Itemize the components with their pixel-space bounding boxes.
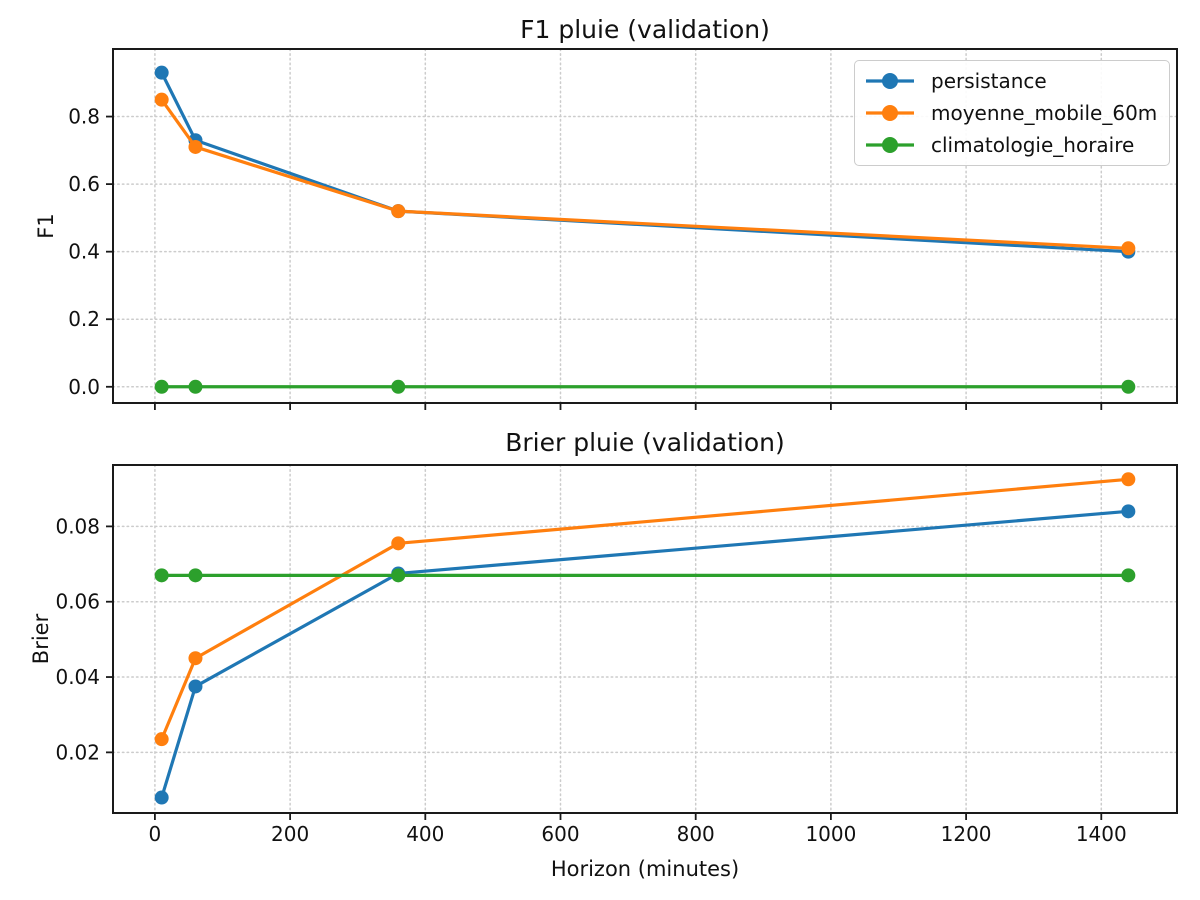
legend: persistance moyenne_mobile_60m climatologi…	[854, 60, 1170, 166]
point-moyenne_mobile_60m-h360	[391, 204, 406, 219]
point-persistance-h60	[188, 679, 203, 694]
y-tick-label: 0.2	[68, 307, 100, 331]
legend-line-marker-icon	[866, 137, 914, 153]
legend-item-climatologie_horaire: climatologie_horaire	[865, 129, 1169, 161]
axes-frame	[112, 48, 1178, 404]
chart1-title: F1 pluie (validation)	[520, 15, 770, 44]
x-tick-label: 600	[541, 822, 579, 846]
point-moyenne_mobile_60m-h1440	[1121, 241, 1136, 256]
series-persistance-line	[160, 509, 1130, 800]
point-moyenne_mobile_60m-h360	[391, 536, 406, 551]
x-tick-label: 1200	[941, 822, 992, 846]
point-climatologie_horaire-h1440	[1121, 568, 1136, 583]
point-persistance-h10	[154, 65, 169, 80]
legend-line-marker-icon	[866, 105, 914, 121]
point-climatologie_horaire-h1440	[1121, 379, 1136, 394]
chart2-y-axis-label: Brier	[29, 613, 53, 665]
y-tick-label: 0.0	[68, 375, 100, 399]
point-climatologie_horaire-h360	[391, 568, 406, 583]
legend-label: moyenne_mobile_60m	[931, 101, 1158, 125]
y-tick-label: 0.08	[55, 514, 100, 538]
legend-item-moyenne_mobile_60m: moyenne_mobile_60m	[865, 97, 1169, 129]
series-moyenne_mobile_60m-line	[160, 477, 1130, 741]
y-tick-label: 0.06	[55, 590, 100, 614]
y-tick-label: 0.04	[55, 665, 100, 689]
x-tick-label: 800	[677, 822, 715, 846]
y-tick-label: 0.02	[55, 740, 100, 764]
x-tick-label: 400	[406, 822, 444, 846]
x-tick-label: 1000	[805, 822, 856, 846]
legend-item-persistance: persistance	[865, 65, 1169, 97]
legend-line-marker-icon	[866, 73, 914, 89]
point-persistance-h1440	[1121, 504, 1136, 519]
axes-frame	[112, 464, 1178, 814]
series-moyenne_mobile_60m-line	[160, 98, 1130, 250]
y-tick-label: 0.6	[68, 172, 100, 196]
point-moyenne_mobile_60m-h60	[188, 651, 203, 666]
point-climatologie_horaire-h60	[188, 568, 203, 583]
chart1-y-axis-label: F1	[34, 213, 58, 239]
point-moyenne_mobile_60m-h1440	[1121, 472, 1136, 487]
y-tick-label: 0.4	[68, 240, 100, 264]
point-climatologie_horaire-h10	[154, 568, 169, 583]
point-climatologie_horaire-h360	[391, 379, 406, 394]
chart2-title: Brier pluie (validation)	[505, 428, 785, 457]
series-persistance-line	[160, 71, 1130, 254]
x-tick-label: 1400	[1076, 822, 1127, 846]
point-moyenne_mobile_60m-h10	[154, 92, 169, 107]
y-tick-label: 0.8	[68, 105, 100, 129]
point-climatologie_horaire-h10	[154, 379, 169, 394]
x-tick-label: 200	[271, 822, 309, 846]
legend-label: climatologie_horaire	[931, 133, 1135, 157]
point-moyenne_mobile_60m-h60	[188, 139, 203, 154]
point-climatologie_horaire-h60	[188, 379, 203, 394]
chart2-x-axis-label: Horizon (minutes)	[550, 857, 740, 881]
x-tick-label: 0	[149, 822, 162, 846]
legend-label: persistance	[931, 69, 1047, 93]
point-moyenne_mobile_60m-h10	[154, 732, 169, 747]
point-persistance-h10	[154, 790, 169, 805]
